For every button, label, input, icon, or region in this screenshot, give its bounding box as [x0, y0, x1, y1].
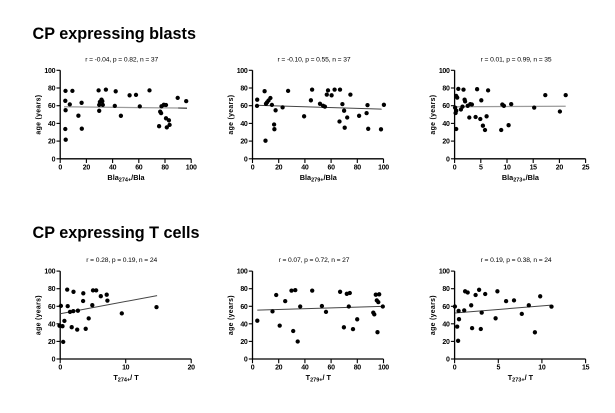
- svg-text:20: 20: [48, 139, 56, 146]
- svg-text:80: 80: [442, 286, 450, 293]
- svg-text:60: 60: [135, 165, 143, 172]
- svg-text:15: 15: [530, 165, 538, 172]
- svg-text:0: 0: [251, 165, 255, 172]
- svg-text:100: 100: [237, 68, 248, 75]
- svg-text:15: 15: [582, 365, 590, 372]
- svg-text:0: 0: [244, 357, 248, 364]
- svg-text:r = 0.28, p = 0.19, n = 24: r = 0.28, p = 0.19, n = 24: [86, 257, 157, 264]
- svg-text:40: 40: [109, 165, 117, 172]
- svg-text:r = -0.04, p = 0.82, n = 37: r = -0.04, p = 0.82, n = 37: [85, 57, 158, 64]
- svg-text:r = 0.07, p = 0.72, n = 27: r = 0.07, p = 0.72, n = 27: [279, 257, 350, 264]
- svg-text:0: 0: [58, 165, 62, 172]
- svg-text:0: 0: [52, 156, 56, 163]
- svg-text:40: 40: [240, 321, 248, 328]
- svg-text:80: 80: [354, 165, 362, 172]
- svg-text:20: 20: [48, 339, 56, 346]
- svg-text:100: 100: [44, 269, 55, 276]
- svg-text:0: 0: [251, 365, 255, 372]
- svg-text:age (years): age (years): [228, 95, 235, 135]
- svg-text:100: 100: [378, 365, 389, 372]
- svg-text:60: 60: [240, 304, 248, 311]
- svg-text:60: 60: [328, 365, 336, 372]
- svg-text:CP expressing T cells: CP expressing T cells: [33, 224, 200, 242]
- svg-text:100: 100: [439, 68, 450, 75]
- svg-text:20: 20: [240, 339, 248, 346]
- svg-text:60: 60: [328, 165, 336, 172]
- svg-text:80: 80: [48, 86, 56, 93]
- svg-text:10: 10: [503, 165, 511, 172]
- svg-text:10: 10: [122, 365, 130, 372]
- svg-text:20: 20: [442, 139, 450, 146]
- svg-text:40: 40: [240, 121, 248, 128]
- svg-text:10: 10: [538, 365, 546, 372]
- svg-text:age (years): age (years): [228, 295, 235, 335]
- svg-text:CP expressing blasts: CP expressing blasts: [33, 25, 196, 43]
- svg-text:r = -0.10, p = 0.55, n = 37: r = -0.10, p = 0.55, n = 37: [278, 57, 351, 64]
- svg-text:20: 20: [442, 339, 450, 346]
- svg-text:r = 0.01, p = 0.99, n = 35: r = 0.01, p = 0.99, n = 35: [481, 57, 552, 64]
- svg-text:20: 20: [275, 365, 283, 372]
- svg-text:60: 60: [442, 103, 450, 110]
- svg-text:100: 100: [186, 165, 197, 172]
- svg-text:age (years): age (years): [430, 295, 437, 335]
- svg-text:0: 0: [453, 365, 457, 372]
- svg-text:0: 0: [446, 156, 450, 163]
- svg-text:0: 0: [58, 365, 62, 372]
- svg-text:0: 0: [446, 357, 450, 364]
- svg-text:60: 60: [240, 103, 248, 110]
- svg-text:60: 60: [48, 304, 56, 311]
- svg-text:80: 80: [161, 165, 169, 172]
- svg-text:40: 40: [48, 121, 56, 128]
- svg-text:0: 0: [52, 357, 56, 364]
- svg-text:age (years): age (years): [430, 95, 437, 135]
- svg-text:20: 20: [240, 139, 248, 146]
- svg-text:20: 20: [275, 165, 283, 172]
- svg-text:60: 60: [48, 103, 56, 110]
- svg-text:40: 40: [48, 321, 56, 328]
- svg-text:100: 100: [439, 269, 450, 276]
- svg-text:0: 0: [453, 165, 457, 172]
- svg-text:40: 40: [301, 365, 309, 372]
- svg-text:5: 5: [479, 165, 483, 172]
- svg-text:40: 40: [301, 165, 309, 172]
- svg-text:age (years): age (years): [36, 295, 43, 335]
- svg-text:20: 20: [83, 165, 91, 172]
- svg-text:80: 80: [240, 86, 248, 93]
- svg-text:5: 5: [497, 365, 501, 372]
- svg-text:80: 80: [354, 365, 362, 372]
- svg-text:80: 80: [240, 286, 248, 293]
- svg-text:100: 100: [378, 165, 389, 172]
- svg-text:20: 20: [556, 165, 564, 172]
- svg-text:r = 0.19, p = 0.38, n = 24: r = 0.19, p = 0.38, n = 24: [481, 257, 552, 264]
- svg-text:25: 25: [582, 165, 590, 172]
- svg-text:80: 80: [48, 286, 56, 293]
- svg-text:60: 60: [442, 304, 450, 311]
- svg-text:40: 40: [442, 121, 450, 128]
- svg-text:age (years): age (years): [36, 95, 43, 135]
- svg-text:20: 20: [188, 365, 196, 372]
- svg-text:0: 0: [244, 156, 248, 163]
- svg-text:80: 80: [442, 86, 450, 93]
- svg-text:100: 100: [237, 269, 248, 276]
- svg-text:40: 40: [442, 321, 450, 328]
- svg-text:100: 100: [44, 68, 55, 75]
